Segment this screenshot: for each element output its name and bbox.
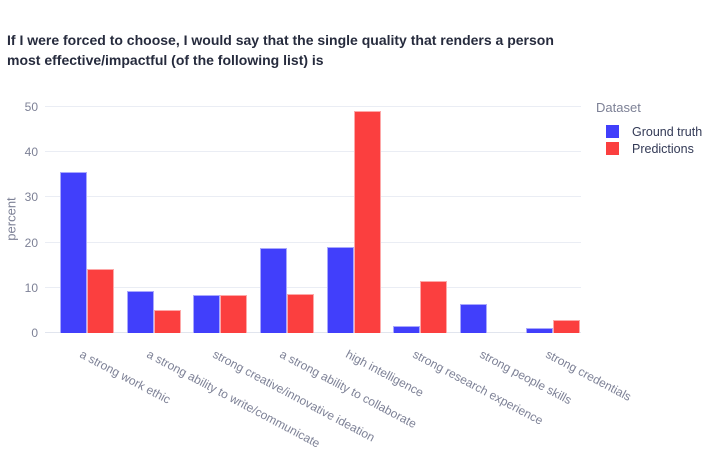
bar-group bbox=[254, 95, 321, 333]
bar-group bbox=[454, 95, 521, 333]
bar-predictions[interactable] bbox=[353, 110, 381, 333]
bar-predictions[interactable] bbox=[553, 319, 581, 333]
gridline bbox=[45, 106, 581, 107]
legend-item-ground-truth[interactable]: Ground truth bbox=[596, 123, 702, 140]
legend: Dataset Ground truth Predictions bbox=[596, 100, 702, 157]
gridline bbox=[45, 196, 581, 198]
y-tick-label: 10 bbox=[24, 280, 38, 295]
legend-item-label: Ground truth bbox=[632, 124, 703, 139]
gridline bbox=[45, 151, 581, 153]
legend-swatch bbox=[606, 142, 619, 155]
bar-ground-truth[interactable] bbox=[326, 246, 354, 333]
y-tick-label: 50 bbox=[24, 100, 38, 114]
gridline bbox=[45, 286, 581, 288]
bar-group bbox=[520, 95, 587, 333]
legend-title: Dataset bbox=[596, 100, 641, 115]
bar-ground-truth[interactable] bbox=[526, 328, 554, 333]
bar-ground-truth[interactable] bbox=[393, 325, 421, 333]
bar-predictions[interactable] bbox=[153, 309, 181, 333]
plot-area bbox=[45, 95, 581, 333]
bar-ground-truth[interactable] bbox=[126, 291, 154, 333]
bar-ground-truth[interactable] bbox=[260, 248, 288, 333]
bar-ground-truth[interactable] bbox=[459, 304, 487, 333]
bar-ground-truth[interactable] bbox=[193, 295, 221, 333]
legend-swatch bbox=[606, 125, 619, 138]
legend-items: Ground truth Predictions bbox=[596, 123, 702, 157]
bars-layer bbox=[54, 95, 581, 333]
bar-group bbox=[320, 95, 387, 333]
bar-predictions[interactable] bbox=[420, 280, 448, 333]
legend-item-label: Predictions bbox=[632, 141, 694, 156]
bar-predictions[interactable] bbox=[287, 294, 315, 333]
bar-group bbox=[187, 95, 254, 333]
gridline bbox=[45, 241, 581, 243]
bar-ground-truth[interactable] bbox=[60, 171, 88, 333]
legend-item-predictions[interactable]: Predictions bbox=[596, 140, 702, 157]
bar-group bbox=[387, 95, 454, 333]
y-tick-label: 20 bbox=[24, 235, 38, 250]
y-tick-label: 30 bbox=[24, 190, 38, 205]
bar-predictions[interactable] bbox=[87, 268, 115, 333]
chart-title: If I were forced to choose, I would say … bbox=[7, 32, 554, 68]
y-tick-label: 0 bbox=[31, 326, 38, 340]
bar-group bbox=[121, 95, 188, 333]
bar-predictions[interactable] bbox=[220, 295, 248, 333]
y-tick-label: 40 bbox=[24, 145, 38, 160]
bar-group bbox=[54, 95, 121, 333]
